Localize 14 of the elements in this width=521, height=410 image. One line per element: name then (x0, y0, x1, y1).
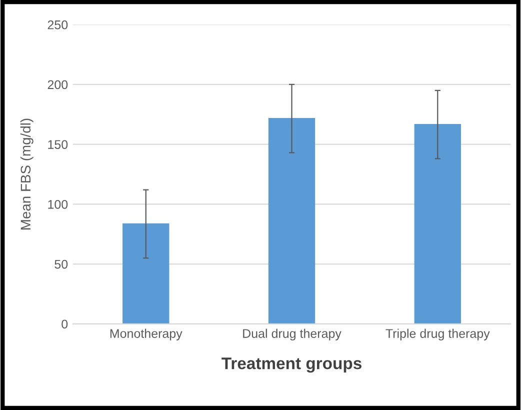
y-tick-label: 200 (48, 80, 68, 90)
y-axis-title: Mean FBS (mg/dl) (20, 118, 34, 230)
x-tick-label: Dual drug therapy (243, 328, 342, 340)
bar (268, 118, 316, 324)
y-tick-label: 50 (54, 260, 68, 269)
x-axis-title: Treatment groups (222, 358, 362, 373)
y-tick-label: 0 (62, 320, 68, 329)
x-tick-label: Monotherapy (110, 328, 182, 340)
y-tick-label: 250 (48, 20, 68, 30)
y-tick-label: 100 (48, 200, 68, 209)
bar (414, 124, 461, 324)
bar (122, 223, 170, 324)
y-tick-label: 150 (48, 140, 68, 149)
x-tick-label: Triple drug therapy (386, 328, 490, 340)
